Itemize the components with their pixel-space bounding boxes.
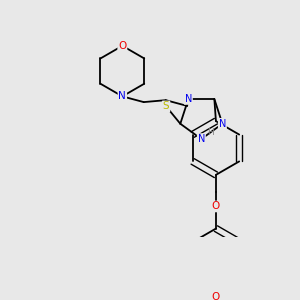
Text: O: O [212,201,220,212]
Text: N: N [118,92,126,101]
Text: S: S [163,101,169,111]
Text: N: N [185,94,192,104]
Text: N: N [219,119,226,129]
Text: O: O [118,41,127,51]
Text: O: O [212,292,220,300]
Text: N: N [198,134,205,144]
Text: H: H [208,128,214,137]
